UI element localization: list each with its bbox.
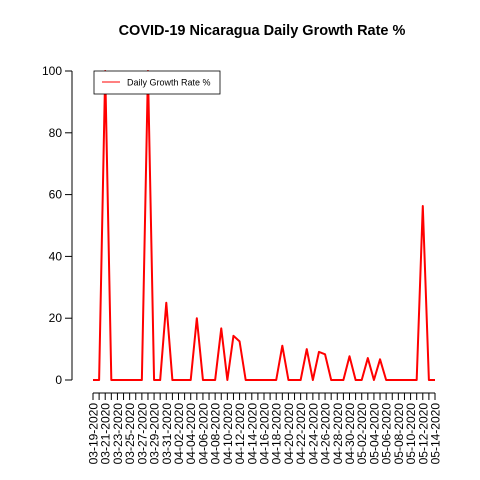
x-tick-label: 04-18-2020 [270,403,284,465]
x-tick-label: 04-14-2020 [245,403,259,465]
x-tick-label: 04-10-2020 [221,403,235,465]
x-tick-label: 05-06-2020 [380,403,394,465]
x-tick-label: 05-12-2020 [416,403,430,465]
x-tick-label: 04-24-2020 [306,403,320,465]
x-tick-label: 03-29-2020 [148,403,162,465]
y-tick-label: 40 [49,249,63,263]
x-tick-label: 04-28-2020 [331,403,345,465]
x-tick-label: 04-02-2020 [172,403,186,465]
x-tick-label: 04-26-2020 [319,403,333,465]
x-tick-label: 04-06-2020 [196,403,210,465]
y-tick-label: 20 [49,311,63,325]
x-tick-label: 04-12-2020 [233,403,247,465]
x-tick-label: 04-20-2020 [282,403,296,465]
x-tick-label: 04-04-2020 [184,403,198,465]
x-tick-label: 04-08-2020 [209,403,223,465]
legend-label: Daily Growth Rate % [127,78,211,88]
x-tick-label: 05-02-2020 [355,403,369,465]
y-tick-label: 100 [42,64,62,78]
legend: Daily Growth Rate % [93,70,221,95]
y-tick-label: 60 [49,188,63,202]
y-axis: 0 20 40 60 80 100 [42,64,73,387]
y-tick-label: 80 [49,126,63,140]
y-tick-label: 0 [55,373,62,387]
series-layer [93,70,435,381]
x-tick-label: 04-16-2020 [258,403,272,465]
x-tick-label: 03-23-2020 [111,403,125,465]
x-tick-label: 05-04-2020 [367,403,381,465]
x-tick-label: 03-31-2020 [160,403,174,465]
x-tick-label: 03-27-2020 [135,403,149,465]
x-tick-label: 05-10-2020 [404,403,418,465]
x-tick-label: 03-25-2020 [123,403,137,465]
x-tick-label: 05-08-2020 [392,403,406,465]
x-tick-label: 05-14-2020 [429,403,443,465]
x-tick-label: 04-22-2020 [294,403,308,465]
series-line [93,70,435,381]
x-tick-label: 03-19-2020 [87,403,101,465]
x-tick-label: 03-21-2020 [99,403,113,465]
legend-box [93,70,221,95]
chart-title: COVID-19 Nicaragua Daily Growth Rate % [119,23,406,39]
x-tick-label: 04-30-2020 [343,403,357,465]
x-axis: 03-19-202003-21-202003-23-202003-25-2020… [87,392,443,465]
